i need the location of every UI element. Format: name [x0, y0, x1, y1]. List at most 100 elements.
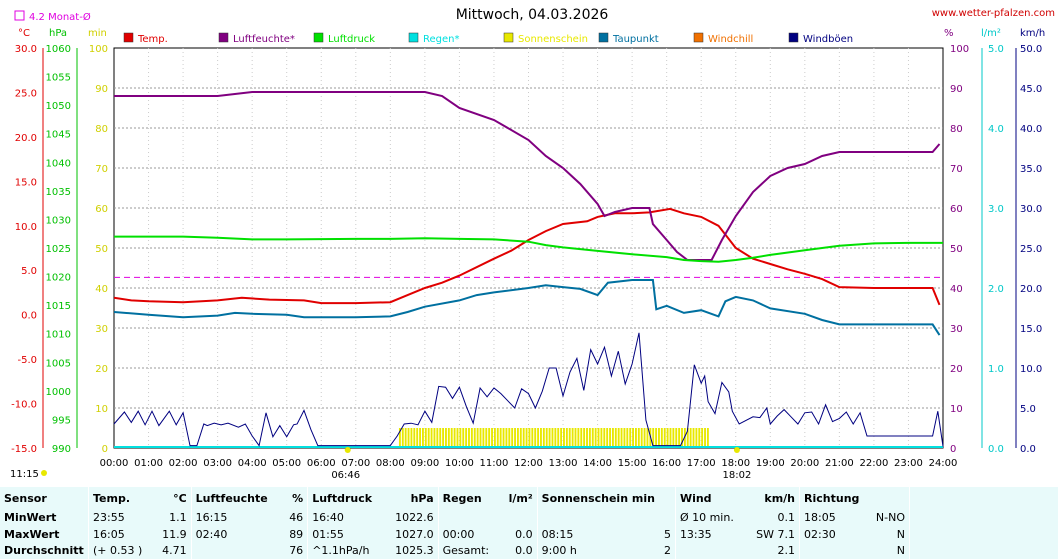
avg-temp-trend: (+ 0.53 ) — [87, 542, 154, 559]
min-dir-val: N-NO — [875, 511, 905, 525]
minutes-tick-label: 70 — [95, 164, 108, 175]
sunshine-bar — [401, 428, 404, 448]
unit-rain: l/m² — [981, 28, 1001, 39]
legend-label: Luftfeuchte* — [233, 34, 295, 45]
sunshine-bar — [603, 428, 606, 448]
minutes-tick-label: 30 — [95, 324, 108, 335]
legend-swatch — [503, 32, 514, 43]
sunshine-bar — [493, 428, 496, 448]
sunshine-bar — [554, 428, 557, 448]
time-tick-label: 22:00 — [860, 458, 889, 469]
hdr-hum-unit: % — [292, 491, 304, 505]
avg-hum-val: 76 — [289, 544, 304, 558]
sunshine-bar — [450, 428, 453, 448]
sunset-label: 18:02 — [722, 470, 751, 481]
site-link[interactable]: www.wetter-pfalzen.com — [932, 8, 1055, 19]
sunshine-bar — [445, 428, 447, 448]
sunshine-bar — [698, 428, 701, 448]
sunshine-bar — [658, 428, 660, 448]
sunshine-bar — [560, 428, 563, 448]
sunshine-bar — [473, 428, 476, 448]
sunshine-bar — [646, 428, 649, 448]
time-tick-label: 02:00 — [169, 458, 198, 469]
sunshine-bar — [427, 428, 430, 448]
avg-temp-val: 4.71 — [162, 544, 187, 558]
row-label: Durchschnitt — [4, 544, 84, 558]
hdr-wind-unit: km/h — [764, 491, 796, 505]
legend-label: Temp. — [137, 34, 168, 45]
legend-label: Luftdruck — [328, 34, 375, 45]
min-rain-val — [500, 510, 537, 526]
sunshine-bar — [470, 428, 473, 448]
sunshine-bar — [565, 428, 568, 448]
sunshine-bar — [419, 428, 421, 448]
unit-pressure: hPa — [49, 28, 67, 39]
sunshine-bar — [617, 428, 620, 448]
sunset-marker — [733, 447, 740, 453]
sunshine-bar — [528, 428, 531, 448]
temp-tick-label: 5.0 — [21, 266, 37, 277]
sunshine-bar — [632, 428, 635, 448]
sunshine-bar — [597, 428, 600, 448]
sunshine-bar — [577, 428, 580, 448]
pressure-tick-label: 1020 — [46, 273, 71, 284]
sunshine-bar — [413, 428, 416, 448]
pressure-tick-label: 1000 — [46, 387, 71, 398]
temp-tick-label: 25.0 — [15, 88, 37, 99]
hdr-wind: Wind — [674, 487, 746, 510]
sunshine-bar — [588, 428, 591, 448]
avg-hum-time — [190, 542, 283, 559]
min-temp-val: 1.1 — [169, 511, 187, 525]
avg-wind-val: 2.1 — [777, 544, 796, 558]
wind-tick-label: 20.0 — [1020, 284, 1042, 295]
percent-tick-label: 60 — [950, 204, 963, 215]
sunshine-bar — [476, 428, 479, 448]
pressure-tick-label: 1055 — [46, 73, 71, 84]
sunshine-bar — [485, 428, 488, 448]
legend-swatch — [313, 32, 324, 43]
sunshine-bar — [398, 428, 401, 448]
sunrise-label: 06:46 — [331, 470, 360, 481]
sunshine-bar — [537, 428, 540, 448]
wind-tick-label: 50.0 — [1020, 44, 1042, 55]
min-temp-time: 23:55 — [87, 509, 154, 527]
sunshine-bar — [623, 428, 626, 448]
sunshine-bar — [453, 428, 456, 448]
sunshine-bar — [629, 428, 632, 448]
sunshine-bar — [404, 428, 407, 448]
min-sun-val — [639, 510, 675, 526]
time-tick-label: 07:00 — [341, 458, 370, 469]
sunshine-bar — [551, 428, 554, 448]
time-tick-label: 19:00 — [756, 458, 785, 469]
minutes-tick-label: 40 — [95, 284, 108, 295]
percent-tick-label: 20 — [950, 364, 963, 375]
unit-minutes: min — [88, 28, 107, 39]
sunshine-bar — [571, 428, 574, 448]
legend-label: Taupunkt — [612, 34, 659, 45]
hdr-sun: Sonnenschein min — [536, 487, 676, 510]
sunshine-bar — [663, 428, 666, 448]
rain-total-label: Gesamt: — [437, 542, 501, 559]
wind-tick-label: 0.0 — [1020, 444, 1036, 455]
sunshine-bar — [545, 428, 548, 448]
temp-tick-label: 0.0 — [21, 311, 37, 322]
time-tick-label: 04:00 — [238, 458, 267, 469]
pressure-tick-label: 1005 — [46, 358, 71, 369]
rain-tick-label: 2.0 — [988, 284, 1004, 295]
max-press-val: 1027.0 — [395, 527, 434, 541]
sunshine-bar — [652, 428, 655, 448]
wind-tick-label: 30.0 — [1020, 204, 1042, 215]
pressure-line — [114, 235, 943, 263]
sunshine-bar — [465, 428, 468, 448]
sunshine-bar — [692, 428, 695, 448]
sunshine-bar — [626, 428, 629, 448]
minutes-tick-label: 10 — [95, 404, 108, 415]
max-sun-val: 5 — [663, 527, 671, 541]
sunshine-bar — [462, 428, 465, 448]
time-tick-label: 20:00 — [790, 458, 819, 469]
rain-tick-label: 5.0 — [988, 44, 1004, 55]
max-rain-val: 0.0 — [515, 527, 533, 541]
axes: 30.0 25.0 20.0 15.0 10.0 5.0 0.0 -5.0 -10.0 -15.0… — [10, 44, 1042, 481]
sunshine-bar — [689, 428, 692, 448]
min-sun-time — [536, 509, 640, 527]
